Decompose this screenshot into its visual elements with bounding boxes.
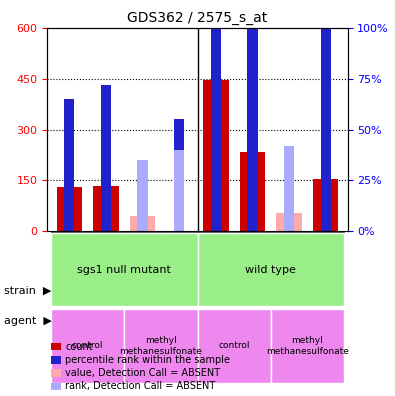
Text: wild type: wild type [245, 265, 296, 274]
Bar [320, 0, 331, 231]
FancyBboxPatch shape [51, 233, 198, 306]
Text: sgs1 null mutant: sgs1 null mutant [77, 265, 171, 274]
Bar [240, 152, 265, 231]
Bar [203, 80, 229, 231]
Text: methyl
methanesulfonate: methyl methanesulfonate [266, 336, 349, 356]
Bar [64, 99, 75, 231]
Bar [313, 179, 339, 231]
Text: value, Detection Call = ABSENT: value, Detection Call = ABSENT [65, 368, 220, 378]
Text: rank, Detection Call = ABSENT: rank, Detection Call = ABSENT [65, 381, 215, 391]
Bar [247, 0, 258, 231]
Title: GDS362 / 2575_s_at: GDS362 / 2575_s_at [127, 11, 268, 25]
Bar [137, 160, 148, 231]
Text: agent  ▶: agent ▶ [4, 316, 52, 326]
Bar [93, 186, 119, 231]
Bar [174, 150, 184, 231]
FancyBboxPatch shape [271, 309, 344, 383]
Bar [174, 119, 184, 231]
FancyBboxPatch shape [51, 309, 124, 383]
Bar [56, 187, 82, 231]
Bar [130, 216, 155, 231]
Bar [284, 146, 294, 231]
Text: control: control [72, 341, 103, 350]
FancyBboxPatch shape [124, 309, 198, 383]
Text: strain  ▶: strain ▶ [4, 286, 51, 296]
Bar [276, 213, 302, 231]
Bar [211, 0, 221, 231]
Bar [101, 85, 111, 231]
Text: methyl
methanesulfonate: methyl methanesulfonate [119, 336, 202, 356]
FancyBboxPatch shape [198, 233, 344, 306]
Text: control: control [218, 341, 250, 350]
Text: count: count [65, 342, 93, 352]
Text: percentile rank within the sample: percentile rank within the sample [65, 355, 230, 365]
FancyBboxPatch shape [198, 309, 271, 383]
